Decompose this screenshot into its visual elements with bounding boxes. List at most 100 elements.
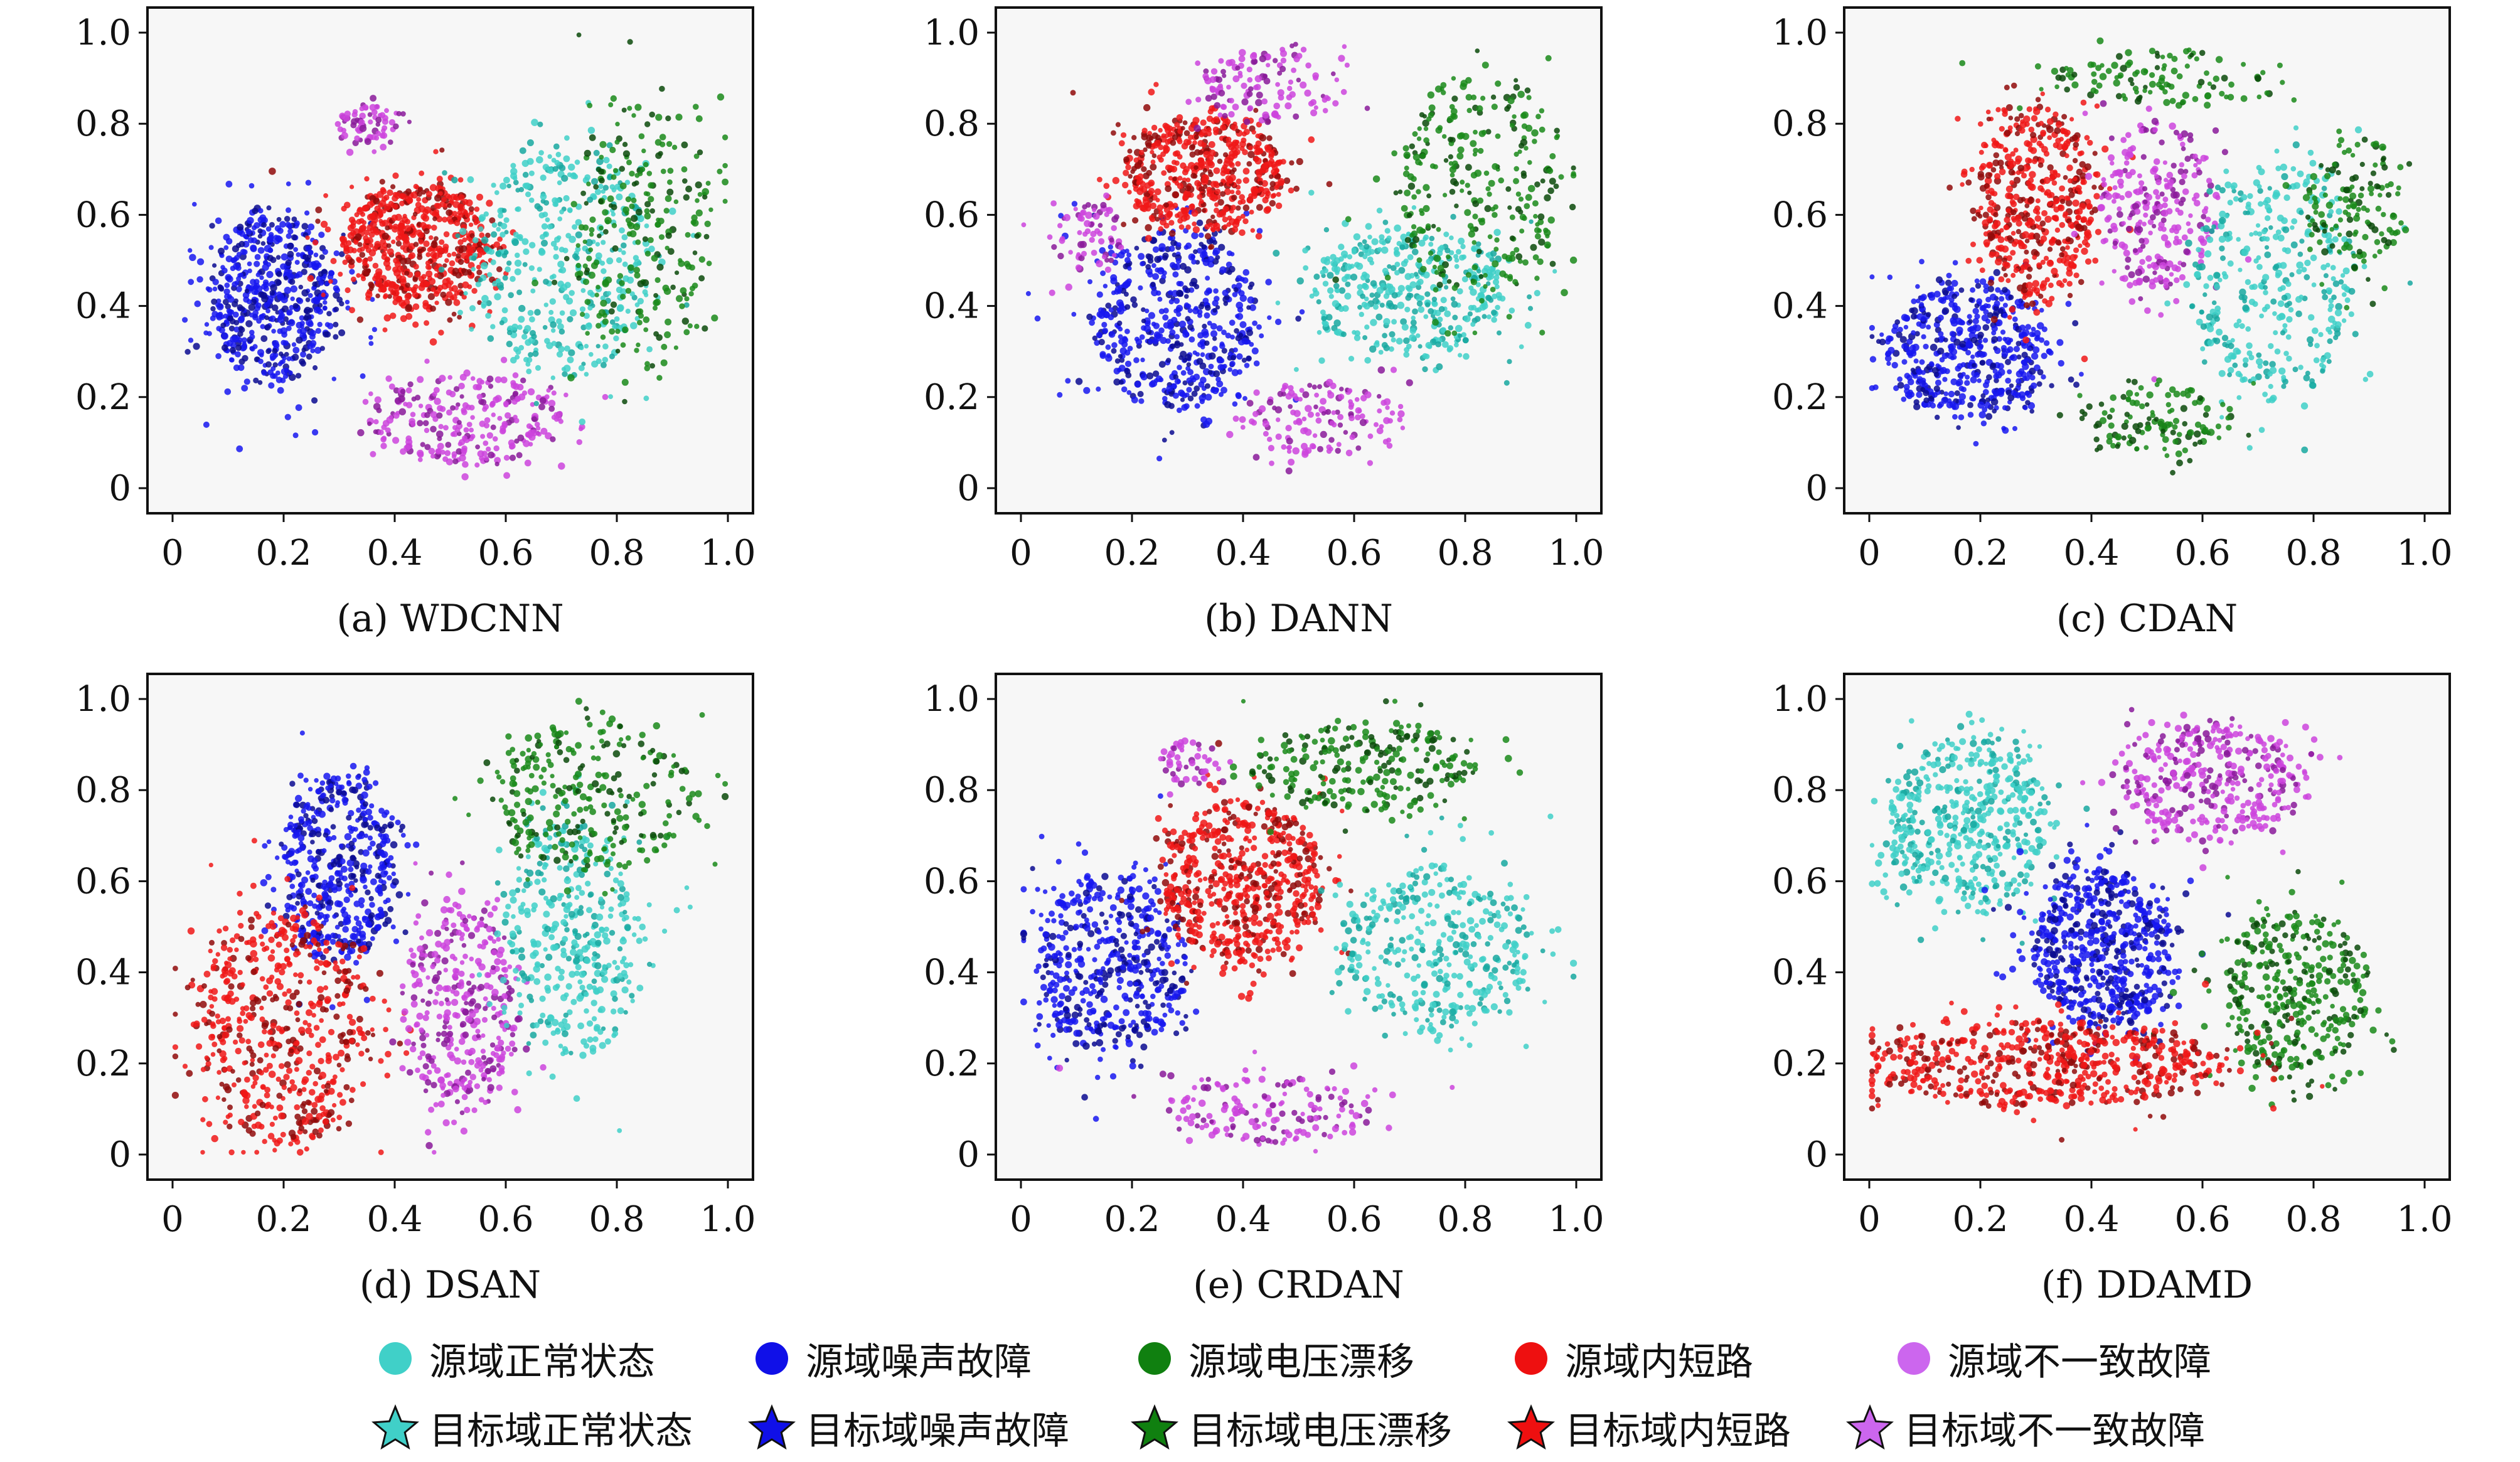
data-point — [1538, 238, 1545, 245]
data-point — [1485, 205, 1492, 212]
data-point — [1239, 333, 1243, 337]
data-point — [2073, 382, 2080, 388]
data-point — [1109, 331, 1116, 338]
data-point — [1436, 127, 1443, 134]
data-point — [1248, 86, 1254, 92]
data-point — [1215, 189, 1220, 195]
data-point — [1210, 215, 1215, 219]
data-point — [1409, 233, 1414, 238]
y-tick-label: 0.6 — [75, 195, 131, 235]
data-point — [666, 141, 672, 147]
data-point — [457, 310, 463, 316]
data-point — [609, 328, 615, 334]
data-point — [1222, 113, 1228, 119]
data-point — [1231, 195, 1237, 201]
data-point — [579, 365, 585, 371]
data-point — [1377, 287, 1384, 294]
data-point — [472, 215, 477, 220]
data-point — [504, 455, 510, 461]
data-point — [452, 459, 458, 464]
data-point — [467, 176, 474, 183]
data-point — [1463, 337, 1469, 343]
data-point — [1193, 165, 1199, 170]
data-point — [1354, 262, 1360, 267]
data-point — [366, 237, 373, 244]
data-point — [1178, 291, 1183, 297]
data-point — [1419, 211, 1424, 216]
data-point — [636, 343, 640, 347]
data-point — [302, 348, 307, 353]
data-point — [308, 293, 313, 298]
data-point — [520, 378, 526, 383]
data-point — [189, 254, 196, 261]
data-point — [461, 473, 468, 480]
data-point — [222, 344, 228, 351]
data-point — [240, 249, 247, 255]
data-point — [594, 150, 600, 156]
data-point — [1926, 324, 1931, 329]
data-point — [435, 448, 442, 454]
data-point — [622, 379, 629, 386]
data-point — [1087, 279, 1092, 284]
data-point — [1282, 383, 1288, 389]
data-point — [373, 198, 380, 205]
data-point — [245, 228, 252, 235]
data-point — [1188, 308, 1193, 313]
data-point — [360, 125, 367, 132]
data-point — [722, 163, 728, 169]
data-point — [620, 294, 626, 299]
data-point — [1411, 195, 1417, 200]
data-point — [1119, 140, 1125, 146]
data-point — [378, 429, 384, 435]
data-point — [307, 275, 314, 282]
data-point — [276, 271, 282, 277]
data-point — [653, 306, 658, 311]
data-point — [1315, 412, 1320, 417]
data-point — [444, 258, 449, 263]
data-point — [619, 227, 625, 233]
data-point — [269, 290, 275, 296]
data-point — [598, 169, 604, 175]
data-point — [1425, 302, 1430, 307]
data-point — [285, 221, 291, 227]
data-point — [476, 265, 481, 270]
data-point — [1456, 152, 1463, 159]
data-point — [553, 246, 558, 251]
data-point — [1267, 399, 1274, 406]
data-point — [1350, 434, 1355, 440]
data-point — [1401, 425, 1405, 430]
data-point — [343, 260, 348, 265]
data-point — [1161, 134, 1166, 138]
data-point — [212, 264, 216, 268]
data-point — [1308, 136, 1315, 143]
data-point — [281, 368, 288, 375]
data-point — [1288, 385, 1293, 391]
data-point — [1035, 316, 1041, 322]
data-point — [1220, 387, 1227, 393]
data-point — [528, 388, 535, 395]
data-point — [722, 134, 728, 140]
data-point — [474, 206, 480, 212]
data-point — [345, 254, 351, 260]
data-point — [481, 237, 489, 244]
data-point — [1301, 46, 1306, 52]
data-point — [1257, 228, 1263, 234]
data-point — [1450, 173, 1455, 178]
data-point — [1173, 151, 1178, 157]
data-point — [1293, 56, 1300, 62]
data-point — [1344, 293, 1351, 300]
data-point — [600, 260, 605, 265]
data-point — [1297, 277, 1304, 284]
data-point — [1411, 224, 1416, 229]
data-point — [1256, 172, 1262, 178]
data-point — [675, 270, 679, 275]
data-point — [1225, 333, 1231, 338]
data-point — [1367, 235, 1372, 240]
data-point — [252, 225, 257, 230]
data-point — [1476, 249, 1482, 255]
data-point — [1332, 277, 1339, 284]
data-point — [373, 403, 381, 410]
data-point — [1338, 55, 1345, 61]
data-point — [558, 269, 563, 273]
data-point — [626, 196, 631, 202]
